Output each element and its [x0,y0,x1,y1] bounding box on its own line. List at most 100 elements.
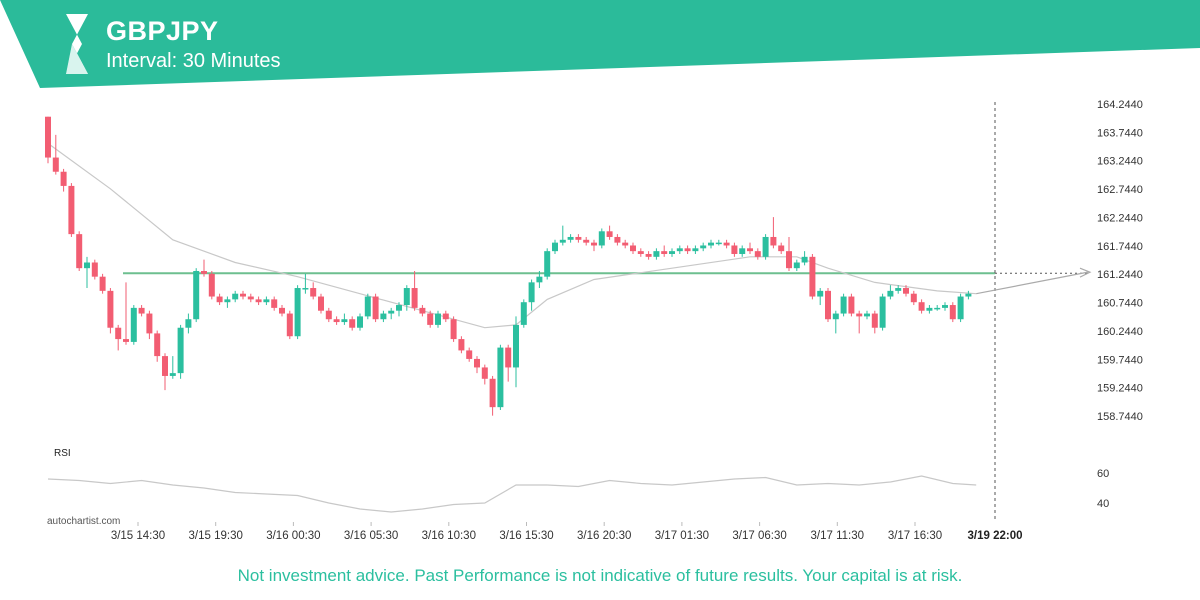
candle-body [154,333,161,357]
candle [123,282,129,345]
price-tick-label: 159.2440 [1097,383,1143,395]
time-tick-label: 3/17 06:30 [732,530,786,542]
candle-body [832,313,839,320]
candle [411,271,418,311]
candle-body [271,299,278,308]
candle-body [52,157,59,172]
candle [45,116,51,164]
candle-body [801,256,808,263]
candle-body [840,296,847,314]
candle [770,217,777,249]
price-axis: 164.2440 163.7440 163.2440 162.7440 162.2440… [1097,99,1143,423]
candle-body [645,253,652,257]
candle [747,242,753,254]
candle-body [793,262,800,269]
candle-body [263,299,270,303]
candle [419,305,426,317]
candle-body [591,242,597,246]
candle-body [949,305,956,320]
moving-average-line [47,142,977,329]
candle-body [333,319,340,323]
candle [630,242,636,254]
candle-body [403,288,410,306]
candle [185,313,192,334]
candle [349,316,356,331]
header-banner-shape [0,0,1200,88]
candle-body [76,234,83,269]
price-tick-label: 161.2440 [1097,269,1143,281]
candle [442,310,449,323]
candle [380,310,387,323]
candle-body [895,288,902,291]
candle-body [107,290,114,328]
rsi-panel: 60 40 [47,468,1109,513]
time-tick-label: 3/17 16:30 [888,530,942,542]
candle-body [926,307,933,311]
candle [138,305,145,317]
support-resistance-level [123,102,1090,522]
candle-body [419,307,426,314]
candle [60,168,67,192]
candle-body [247,296,254,300]
candle-body [747,248,753,252]
candle [793,259,800,272]
candle-body [481,367,488,379]
candle [271,296,278,311]
candle-body [817,290,824,297]
candle-body [310,288,317,297]
candle [505,344,512,382]
candle [887,285,894,300]
time-axis: 3/15 14:30 3/15 19:30 3/16 00:30 3/16 05:30… [111,522,1023,542]
candle [871,310,878,334]
rsi-label: RSI [54,448,71,459]
time-tick-label: 3/16 15:30 [499,530,553,542]
candle-body [201,271,207,274]
candle [115,324,122,351]
candle [684,245,691,254]
candle [341,313,348,325]
candle-body [380,313,387,320]
candle-body [279,307,285,314]
candle [895,285,902,294]
candle-body [232,293,239,300]
candle [294,285,301,340]
price-tick-label: 158.7440 [1097,411,1143,423]
candle [536,271,543,289]
candle [52,134,59,175]
candle-body [349,319,356,328]
time-tick-label: 3/16 20:30 [577,530,631,542]
price-tick-label: 160.2440 [1097,326,1143,338]
candle [302,273,309,294]
candle-body [84,262,90,269]
current-time-label: 3/19 22:00 [968,530,1023,542]
candle-body [115,327,122,340]
candle-body [450,319,457,340]
candle-body [957,296,964,320]
candle [840,293,847,317]
candle [957,293,964,323]
candle [661,245,668,257]
candle [856,310,863,334]
candle [552,239,558,254]
candle [76,231,83,272]
candle [130,305,137,345]
candle-body [185,319,192,328]
candle-body [552,242,558,252]
candle-body [754,251,761,257]
price-chart: 164.2440 163.7440 163.2440 162.7440 162.2440… [45,99,1143,542]
candle-body [653,251,660,257]
candle-body [294,288,301,337]
candle [879,293,886,331]
candle-body [474,358,480,368]
candle [325,307,332,323]
candle [934,305,941,311]
candle-body [357,316,363,328]
candle [926,305,933,314]
candle-body [770,236,777,246]
time-tick-label: 3/16 05:30 [344,530,398,542]
candle-body [583,239,590,243]
candle-body [684,248,691,252]
candle [435,310,441,328]
candle-body [910,293,917,303]
candle [754,248,761,260]
